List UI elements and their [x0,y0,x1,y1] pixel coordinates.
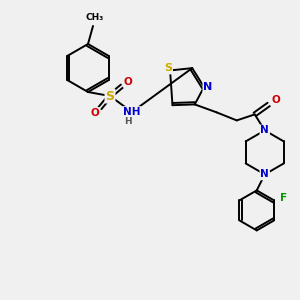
Text: CH₃: CH₃ [86,14,104,22]
Text: O: O [124,77,132,87]
Text: N: N [260,125,269,135]
Text: N: N [203,82,213,92]
Text: O: O [272,95,280,105]
Text: O: O [91,108,99,118]
Text: S: S [164,64,172,74]
Text: F: F [280,194,286,203]
Text: NH: NH [123,107,141,117]
Text: S: S [106,89,115,103]
Text: H: H [124,118,132,127]
Text: N: N [260,169,269,179]
